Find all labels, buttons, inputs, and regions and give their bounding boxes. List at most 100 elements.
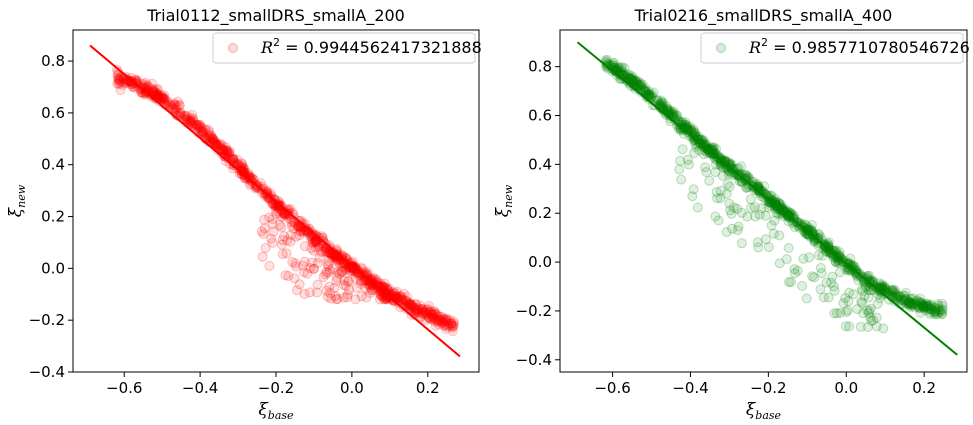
data-point [815, 284, 826, 295]
data-point [206, 130, 216, 141]
data-point [663, 104, 673, 115]
data-point [788, 212, 799, 223]
data-point [913, 302, 924, 313]
data-point [823, 237, 834, 248]
data-point [274, 220, 285, 231]
data-point [760, 234, 771, 245]
data-point [609, 65, 620, 76]
data-point [740, 169, 751, 180]
data-point [771, 207, 782, 218]
data-point [208, 137, 219, 148]
data-point [898, 295, 909, 306]
data-point [825, 247, 835, 258]
data-point [863, 285, 874, 296]
data-point [286, 220, 297, 231]
data-point [370, 282, 381, 293]
data-point [170, 104, 180, 115]
data-point [281, 248, 292, 259]
data-point [937, 309, 948, 320]
data-point [401, 304, 412, 315]
y-axis-label: ξnew [6, 184, 28, 217]
data-point [907, 300, 918, 311]
data-point [228, 154, 239, 165]
data-point [182, 116, 193, 127]
data-point [325, 287, 335, 298]
fit-line [576, 41, 958, 356]
data-point [437, 316, 448, 327]
data-point [448, 320, 459, 331]
data-point [402, 298, 413, 309]
data-point [609, 58, 620, 69]
data-point [427, 309, 438, 320]
y-tick-label: 0.0 [528, 253, 552, 271]
data-point [856, 284, 867, 295]
data-point [413, 307, 424, 318]
data-point [722, 162, 732, 173]
data-point [789, 222, 800, 233]
data-point [906, 298, 917, 309]
data-point [330, 254, 341, 265]
data-point [656, 99, 667, 110]
data-point [195, 122, 206, 133]
data-point [668, 107, 679, 118]
data-point [832, 253, 843, 264]
data-point [602, 54, 613, 65]
data-point [904, 297, 915, 308]
data-point [293, 221, 304, 232]
data-point [827, 249, 838, 260]
data-point [417, 303, 428, 314]
data-point [112, 73, 123, 84]
data-point [921, 298, 932, 309]
data-point [914, 300, 925, 311]
data-point [663, 105, 674, 116]
data-point [277, 249, 288, 260]
data-point [424, 312, 434, 323]
data-point [753, 242, 764, 253]
data-point [263, 192, 274, 203]
data-point [312, 258, 323, 269]
data-point [429, 306, 440, 317]
data-point [152, 89, 163, 100]
data-point [915, 302, 925, 313]
data-point [344, 261, 355, 272]
data-point [909, 302, 920, 313]
data-point [626, 74, 637, 85]
data-point [924, 303, 935, 314]
data-point [898, 293, 909, 304]
data-point [646, 91, 657, 102]
data-point [266, 195, 277, 205]
data-point [421, 309, 432, 320]
data-point [930, 306, 940, 317]
data-point [410, 303, 421, 314]
data-point [335, 257, 346, 268]
x-tick-label: −0.6 [106, 379, 142, 397]
data-point [428, 311, 438, 322]
data-point [885, 285, 896, 296]
data-point [277, 235, 288, 246]
data-point [337, 261, 348, 272]
data-point [875, 293, 886, 304]
data-point [276, 211, 287, 222]
data-point [906, 294, 917, 305]
data-point [861, 281, 871, 292]
data-point [375, 286, 386, 297]
data-point [680, 119, 691, 130]
data-point [677, 117, 688, 128]
data-point [412, 307, 423, 318]
data-point [443, 319, 454, 330]
data-point [198, 126, 209, 137]
data-point [647, 89, 657, 100]
data-point [365, 287, 376, 298]
data-point [379, 281, 390, 292]
data-point [912, 296, 923, 307]
data-point [736, 207, 747, 218]
data-point [236, 165, 246, 176]
data-point [919, 303, 930, 314]
data-point [298, 225, 309, 236]
y-tick-label: 0.0 [41, 259, 65, 277]
data-point [408, 302, 419, 313]
data-point [430, 313, 441, 324]
data-point [321, 285, 332, 296]
data-point [687, 191, 698, 202]
data-point [330, 248, 341, 259]
